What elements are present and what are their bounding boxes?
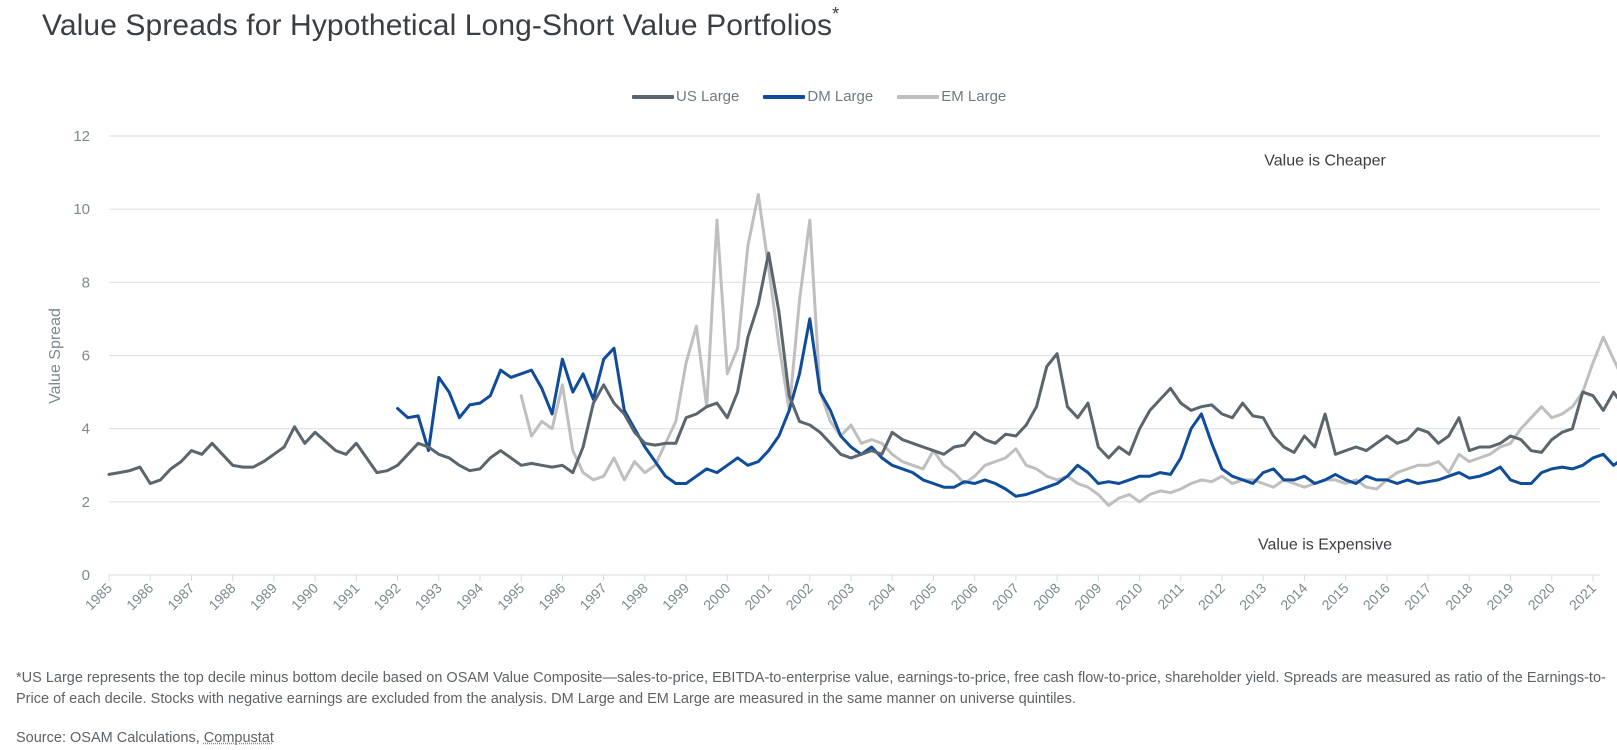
series-line-em-large [519, 193, 1617, 507]
chart-title: Value Spreads for Hypothetical Long-Shor… [42, 4, 839, 43]
x-tick-label: 1994 [453, 580, 486, 613]
x-tick-label: 1987 [164, 580, 197, 613]
legend-item-em-large[interactable]: EM Large [897, 88, 1006, 105]
y-tick-label: 0 [82, 567, 90, 584]
x-tick-label: 2017 [1401, 580, 1434, 613]
legend-swatch-em-large [897, 94, 940, 99]
y-tick-label: 12 [73, 128, 90, 145]
gridlines [109, 135, 1600, 576]
source-note: Source: OSAM Calculations, Compustat [16, 730, 274, 746]
annotation-value-cheaper: Value is Cheaper [1264, 152, 1386, 169]
x-tick-label: 2000 [700, 580, 733, 613]
x-tick-label: 2018 [1442, 580, 1475, 613]
y-axis-label: Value Spread [47, 308, 64, 404]
x-tick-label: 1999 [659, 580, 692, 613]
y-tick-label: 6 [82, 348, 90, 365]
x-tick-label: 2019 [1483, 580, 1516, 613]
x-tick-label: 1992 [370, 580, 403, 613]
x-tick-label: 1997 [576, 580, 609, 613]
annotation-value-expensive: Value is Expensive [1258, 536, 1392, 553]
legend-label-em-large: EM Large [941, 88, 1007, 105]
legend-swatch-us-large [632, 94, 674, 99]
legend-item-dm-large[interactable]: DM Large [763, 88, 873, 105]
source-compustat: Compustat [203, 730, 274, 746]
series-lines [107, 193, 1617, 507]
x-tick-label: 1988 [205, 580, 238, 613]
x-tick-label: 1986 [123, 580, 156, 613]
x-tick-label: 2004 [865, 580, 898, 613]
legend-item-us-large[interactable]: US Large [632, 88, 739, 105]
y-tick-label: 4 [82, 421, 90, 438]
x-tick-label: 2021 [1566, 580, 1599, 613]
x-tick-label: 2011 [1154, 580, 1187, 613]
x-tick-label: 1991 [329, 580, 362, 613]
x-tick-label: 2020 [1525, 580, 1558, 613]
y-tick-label: 8 [82, 274, 90, 291]
y-tick-label: 10 [73, 201, 90, 218]
x-tick-label: 2008 [1030, 580, 1063, 613]
x-tick-label: 1990 [288, 580, 321, 613]
source-prefix: Source: OSAM Calculations, [16, 730, 204, 746]
footnote: *US Large represents the top decile minu… [16, 670, 1606, 707]
x-tick-label: 1989 [247, 580, 280, 613]
legend-label-us-large: US Large [676, 88, 740, 105]
y-axis-ticks: 0 2 4 6 8 10 12 [73, 128, 90, 584]
x-tick-label: 2016 [1360, 580, 1393, 613]
legend-swatch-dm-large [763, 94, 806, 99]
x-tick-label: 2013 [1236, 580, 1269, 613]
x-tick-label: 2001 [741, 580, 774, 613]
title-footnote-marker: * [832, 4, 840, 24]
x-tick-label: 1993 [412, 580, 445, 613]
x-tick-label: 1996 [535, 580, 568, 613]
series-line-dm-large [396, 317, 1617, 498]
x-tick-label: 2014 [1277, 580, 1310, 613]
annotations: Value is Cheaper Value is Expensive [1258, 152, 1392, 553]
y-tick-label: 2 [82, 494, 90, 511]
series-line-us-large [107, 251, 1617, 485]
chart-title-text: Value Spreads for Hypothetical Long-Shor… [42, 9, 833, 42]
x-tick-label: 2007 [989, 580, 1022, 613]
x-tick-label: 2006 [947, 580, 980, 613]
legend: US Large DM Large EM Large [632, 88, 1030, 105]
x-tick-label: 1995 [494, 580, 527, 613]
x-axis: 1985 1986 1987 1988 1989 1990 1991 1992 1993 1994… [82, 575, 1599, 613]
x-tick-label: 1998 [618, 580, 651, 613]
x-tick-label: 2010 [1112, 580, 1145, 613]
x-tick-label: 2009 [1071, 580, 1104, 613]
x-tick-label: 2012 [1195, 580, 1228, 613]
x-tick-label: 2005 [906, 580, 939, 613]
x-tick-label: 2002 [783, 580, 816, 613]
x-tick-label: 1985 [82, 580, 115, 613]
x-tick-label: 2015 [1318, 580, 1351, 613]
x-tick-label: 2003 [824, 580, 857, 613]
legend-label-dm-large: DM Large [807, 88, 874, 105]
